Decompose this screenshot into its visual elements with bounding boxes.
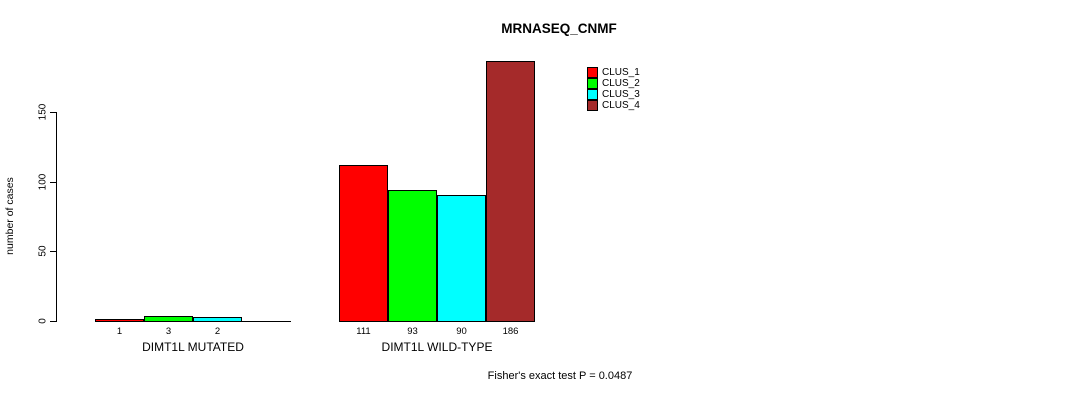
y-tick	[50, 182, 56, 183]
y-tick-label: 50	[37, 245, 49, 257]
bar-clus_2-0	[144, 316, 193, 322]
y-axis-line	[56, 112, 57, 322]
legend-swatch-icon	[587, 89, 598, 100]
legend-label: CLUS_2	[602, 78, 640, 89]
annotation-text: Fisher's exact test P = 0.0487	[487, 370, 633, 382]
bar-value-label: 93	[407, 326, 418, 337]
bar-value-label: 3	[165, 326, 172, 337]
legend-swatch-icon	[587, 78, 598, 89]
legend-label: CLUS_4	[602, 100, 640, 111]
y-tick-label: 100	[37, 173, 49, 191]
group-label: DIMT1L WILD-TYPE	[381, 340, 493, 354]
bar-clus_1-0	[95, 319, 144, 322]
bar-value-label: 90	[456, 326, 467, 337]
bar-value-label: 111	[356, 326, 371, 337]
bar-value-label: 1	[116, 326, 123, 337]
bar-clus_1-1	[339, 165, 388, 322]
y-tick	[50, 112, 56, 113]
group-label: DIMT1L MUTATED	[142, 340, 244, 354]
legend-swatch-icon	[587, 67, 598, 78]
y-tick	[50, 321, 56, 322]
y-tick-label: 150	[37, 103, 49, 121]
chart-title: MRNASEQ_CNMF	[501, 21, 617, 36]
bar-clus_3-0	[193, 317, 242, 322]
legend-label: CLUS_3	[602, 89, 640, 100]
y-tick-label: 0	[37, 318, 49, 324]
bar-value-label: 2	[214, 326, 221, 337]
legend-row: CLUS_2	[587, 78, 640, 89]
bar-value-label: 186	[502, 326, 519, 337]
legend: CLUS_1 CLUS_2 CLUS_3 CLUS_4	[587, 67, 640, 111]
legend-label: CLUS_1	[602, 67, 640, 78]
bar-clus_3-1	[437, 195, 486, 322]
bar-clus_2-1	[388, 190, 437, 322]
legend-row: CLUS_4	[587, 100, 640, 111]
legend-row: CLUS_3	[587, 89, 640, 100]
y-axis-label: number of cases	[4, 177, 16, 255]
legend-swatch-icon	[587, 100, 598, 111]
bar-clus_4-0	[242, 321, 291, 322]
legend-row: CLUS_1	[587, 67, 640, 78]
bar-clus_4-1	[486, 61, 535, 322]
y-tick	[50, 251, 56, 252]
